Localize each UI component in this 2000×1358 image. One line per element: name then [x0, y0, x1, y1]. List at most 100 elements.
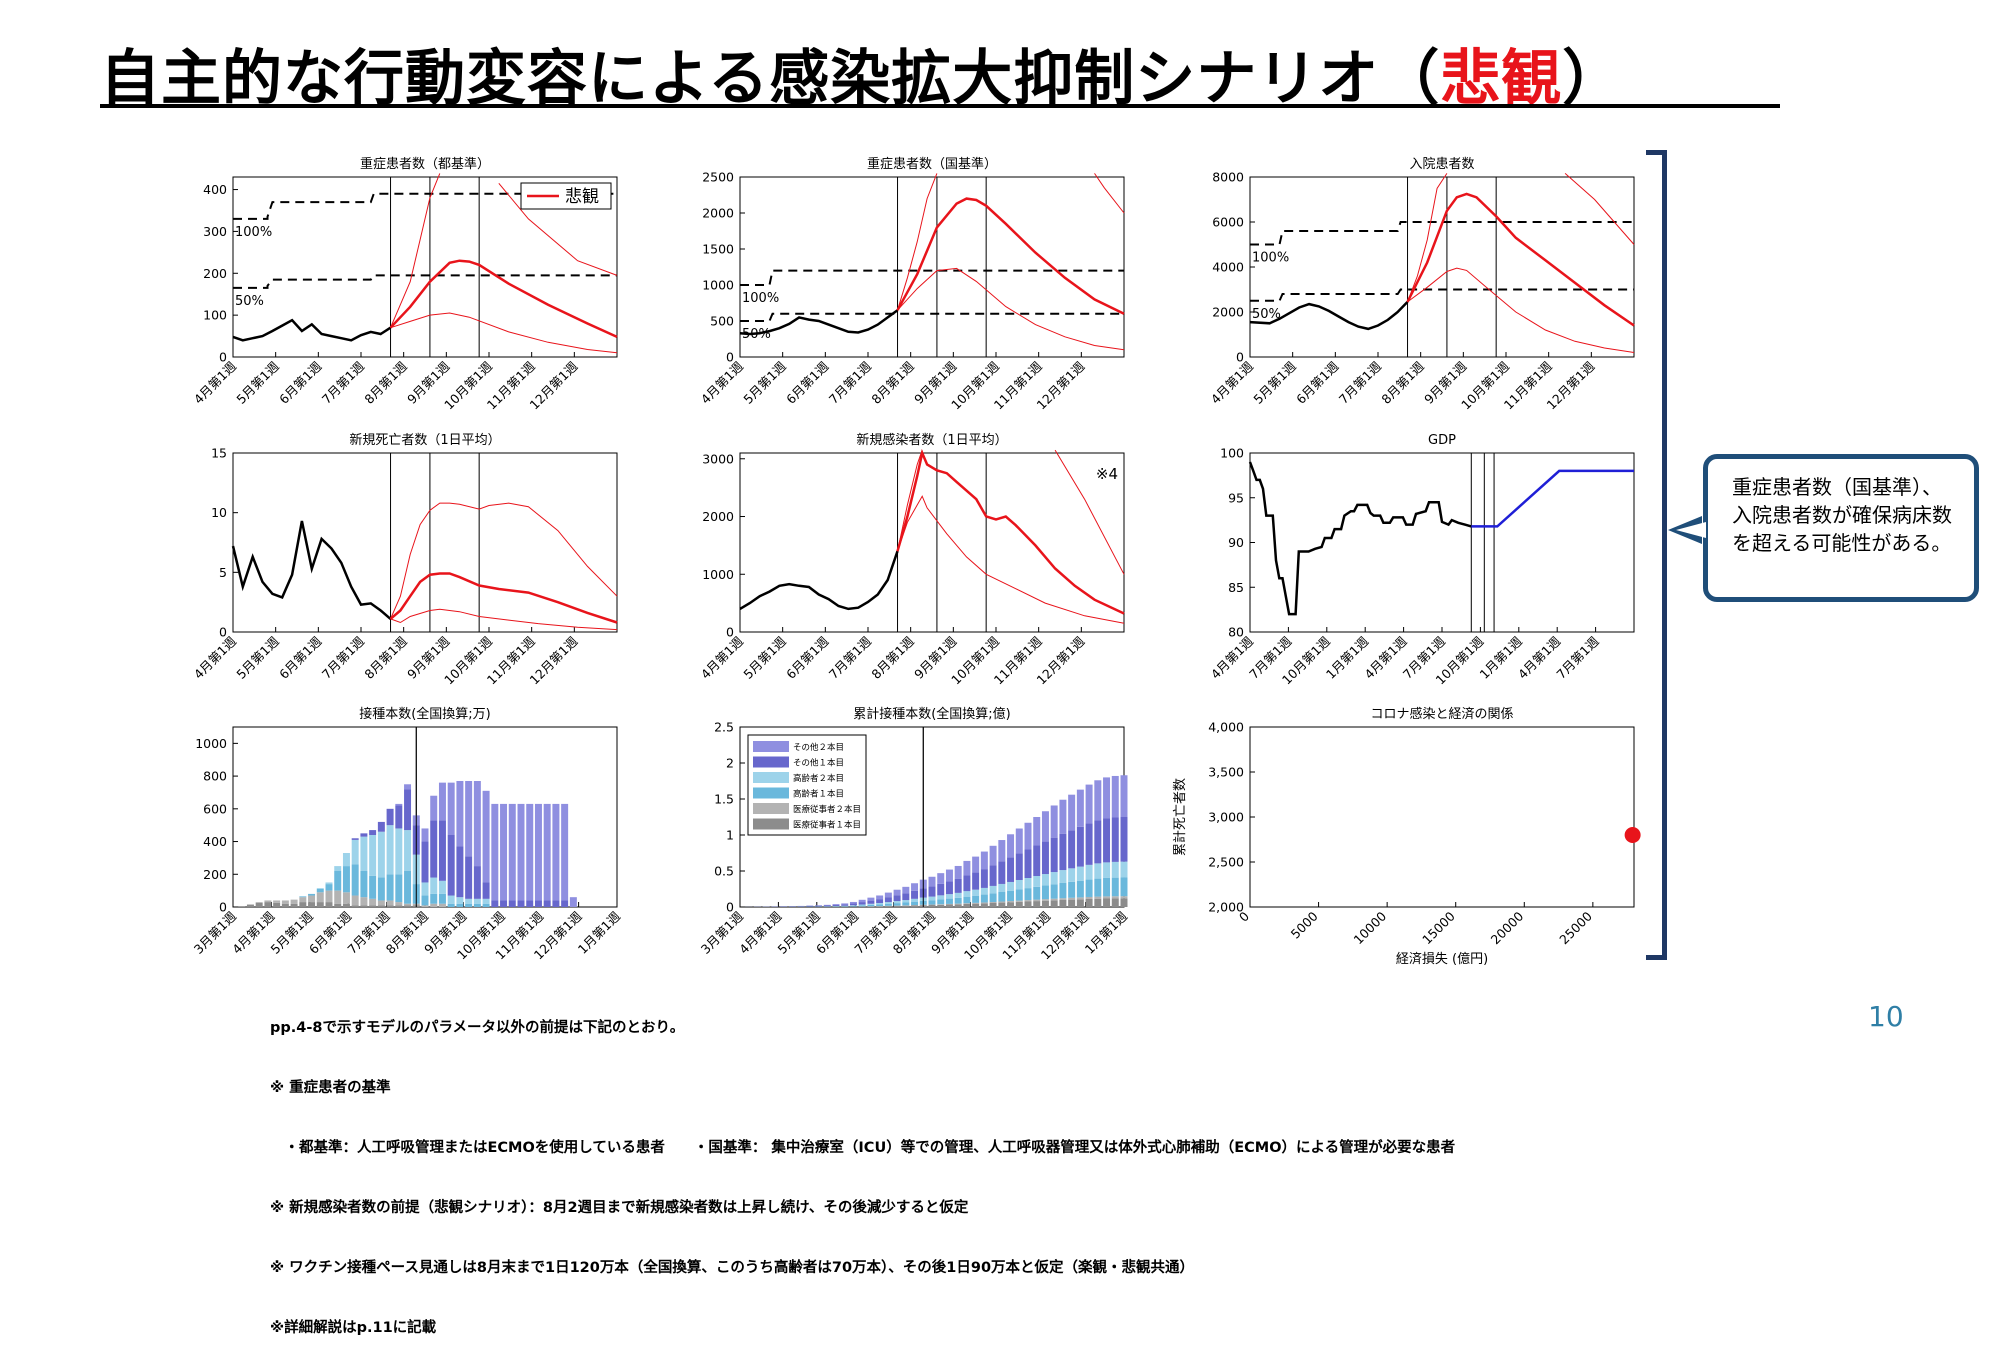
- footnotes: pp.4-8で示すモデルのパラメータ以外の前提は下記のとおり。 ※ 重症患者の基…: [270, 978, 1455, 1358]
- bar-segment: [1007, 891, 1014, 901]
- history-line: [233, 521, 391, 619]
- bar-segment: [1059, 883, 1066, 898]
- bar-segment: [387, 905, 394, 907]
- x-axis-label: 経済損失 (億円): [1396, 951, 1488, 967]
- legend-label: その他２本目: [793, 742, 844, 753]
- bar-segment: [1016, 853, 1023, 880]
- bar-segment: [334, 866, 341, 871]
- bar-segment: [972, 904, 979, 907]
- bar-segment: [352, 838, 359, 840]
- bar-segment: [535, 900, 542, 907]
- bar-segment: [929, 900, 936, 904]
- capacity-label: 100%: [235, 225, 272, 240]
- scenario-upper-tail: [1095, 173, 1125, 213]
- x-tick-label: 6月第1週: [1293, 358, 1342, 407]
- bar-segment: [963, 876, 970, 892]
- y-tick-label: 1000: [195, 736, 227, 751]
- bar-segment: [929, 877, 936, 887]
- bar-segment: [1033, 901, 1040, 907]
- bar-segment: [404, 871, 411, 904]
- capacity-line: [1250, 290, 1634, 301]
- bar-segment: [833, 904, 840, 905]
- x-tick-label: 20000: [1488, 908, 1527, 947]
- chart-gdp: GDP808590951004月第1週7月第1週10月第1週1月第1週4月第1週…: [1190, 425, 1660, 710]
- scenario-lower-line: [898, 496, 1125, 623]
- bar-segment: [570, 897, 577, 907]
- legend-label: 悲観: [565, 187, 599, 207]
- y-tick-label: 100: [203, 308, 227, 323]
- bar-segment: [352, 840, 359, 865]
- bar-segment: [483, 904, 490, 907]
- bar-segment: [1025, 901, 1032, 907]
- bar-segment: [911, 883, 918, 891]
- bar-segment: [474, 781, 481, 866]
- bar-segment: [876, 904, 883, 906]
- legend-label: 高齢者２本目: [793, 773, 844, 784]
- bar-segment: [1086, 785, 1093, 824]
- bar-segment: [946, 904, 953, 905]
- bar-segment: [850, 906, 857, 907]
- y-tick-label: 2000: [702, 509, 734, 524]
- bar-segment: [937, 899, 944, 904]
- bar-segment: [963, 891, 970, 897]
- bar-segment: [859, 905, 866, 906]
- y-tick-label: 1: [726, 828, 734, 843]
- bar-segment: [430, 894, 437, 904]
- bar-segment: [422, 905, 429, 907]
- bar-segment: [937, 895, 944, 899]
- x-tick-label: 4月第1週: [191, 358, 240, 407]
- bar-segment: [867, 904, 874, 905]
- bar-segment: [1051, 838, 1058, 872]
- bar-segment: [456, 846, 463, 897]
- x-tick-label: 5000: [1288, 908, 1321, 941]
- bar-segment: [972, 896, 979, 903]
- bar-segment: [1094, 899, 1101, 907]
- bar-segment: [824, 905, 831, 906]
- bar-segment: [894, 903, 901, 905]
- bar-segment: [1007, 902, 1014, 907]
- bar-segment: [963, 861, 970, 876]
- bar-segment: [1051, 899, 1058, 901]
- x-tick-label: 7月第1週: [319, 633, 368, 682]
- bar-segment: [946, 899, 953, 904]
- bar-segment: [981, 869, 988, 888]
- legend-swatch: [753, 788, 789, 799]
- bar-segment: [998, 903, 1005, 907]
- legend-label: 医療従事者２本目: [793, 804, 861, 815]
- x-tick-label: 8月第1週: [361, 633, 410, 682]
- bar-segment: [430, 904, 437, 907]
- bar-segment: [343, 892, 350, 903]
- capacity-label: 100%: [742, 291, 779, 306]
- gdp-projection-line: [1471, 471, 1634, 527]
- bar-segment: [1112, 898, 1119, 907]
- bar-segment: [273, 903, 280, 907]
- bar-segment: [308, 896, 315, 903]
- legend-swatch: [753, 741, 789, 752]
- bar-segment: [990, 902, 997, 903]
- plot-frame: [1250, 453, 1634, 632]
- bar-segment: [1051, 872, 1058, 884]
- x-tick-label: 4月第1週: [1208, 358, 1257, 407]
- bar-segment: [850, 904, 857, 906]
- y-tick-label: 5: [219, 565, 227, 580]
- x-tick-label: 0: [1236, 908, 1252, 924]
- bar-segment: [998, 902, 1005, 903]
- bar-segment: [387, 809, 394, 825]
- bar-segment: [1025, 878, 1032, 888]
- bar-segment: [972, 857, 979, 873]
- callout-pointer-inner: [1676, 522, 1706, 538]
- bar-segment: [981, 852, 988, 870]
- bar-segment: [963, 904, 970, 907]
- chart-title: 新規感染者数（1日平均）: [856, 432, 1007, 448]
- bar-segment: [360, 837, 367, 871]
- bar-segment: [1112, 817, 1119, 861]
- y-tick-label: 100: [1220, 446, 1244, 461]
- bar-segment: [465, 781, 472, 856]
- bar-segment: [885, 904, 892, 906]
- bar-segment: [439, 820, 446, 881]
- callout-box: 重症患者数（国基準）、入院患者数が確保病床数を超える可能性がある。: [1703, 454, 1979, 602]
- bar-segment: [491, 900, 498, 907]
- y-tick-label: 1500: [702, 242, 734, 257]
- bar-segment: [911, 905, 918, 907]
- scenario-lower-line: [391, 313, 618, 353]
